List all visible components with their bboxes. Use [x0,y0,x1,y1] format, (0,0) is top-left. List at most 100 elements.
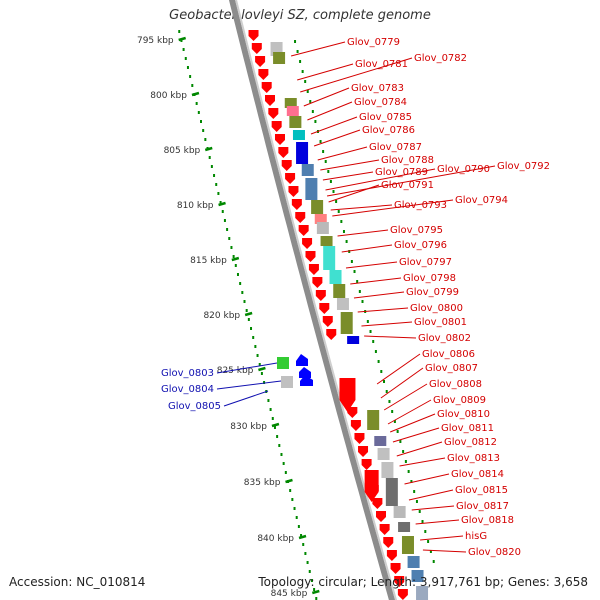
scale-dot [256,354,259,357]
forward-gene-arrow [350,420,361,431]
cog-category-block [333,284,346,298]
cog-category-block [286,106,299,116]
scale-tick [191,91,200,97]
scale-dot [217,192,220,195]
gene-label-leader [399,457,446,467]
cog-category-block [411,570,424,582]
scale-dot [226,228,229,231]
scale-dot [404,460,407,463]
forward-gene-arrow [383,537,394,548]
gene-label-leader [216,380,282,390]
accession-text: Accession: NC_010814 [9,575,146,589]
scale-dot [361,300,364,303]
cog-category-block [314,214,327,224]
gene-label-leader [303,87,350,107]
gene-label-leader [317,146,368,161]
reverse-gene-arrow [296,354,308,366]
gene-label-leader [396,441,443,457]
gene-label: Glov_0799 [406,287,459,298]
scale-dot [329,180,332,183]
scale-dot [258,363,261,366]
gene-label-leader [415,519,460,525]
gene-label: Glov_0794 [455,195,508,206]
scale-dot [369,330,372,333]
gene-label: Glov_0786 [362,125,415,136]
gene-label-leader [332,199,454,217]
scale-tick-label: 840 kbp [257,534,294,544]
backbone-line [228,0,396,600]
gene-label-leader [300,57,413,93]
forward-gene-arrow [261,82,272,93]
forward-gene-arrow [295,212,306,223]
scale-dot [309,100,312,103]
scale-dot [335,200,338,203]
gene-label: Glov_0807 [425,363,478,374]
gene-label: Glov_0798 [403,273,456,284]
gene-label-leader [411,505,455,511]
gene-label-leader [328,184,380,203]
forward-gene-arrow [274,134,285,145]
scale-tick [271,422,280,428]
scale-dot [353,270,356,273]
scale-dot [366,320,369,323]
scale-dot [348,250,351,253]
cog-category-block [374,436,387,446]
gene-label-leader [326,165,496,197]
scale-dot [202,129,205,132]
gene-label: Glov_0787 [369,142,422,153]
scale-dot [313,588,316,591]
gene-label-leader [325,168,436,191]
forward-gene-arrow [308,264,319,275]
scale-dot [189,75,192,78]
gene-label-leader [376,353,421,385]
gene-label: Glov_0812 [444,437,497,448]
scale-tick [285,478,293,484]
cog-category-block [367,410,380,430]
forward-gene-arrow [339,378,356,412]
scale-dot [250,327,253,330]
gene-label: hisG [465,531,487,542]
scale-dot [415,500,418,503]
cog-category-block [347,336,360,344]
cog-category-block [381,462,394,478]
scale-dot [223,219,226,222]
forward-gene-arrow [285,173,296,184]
gene-label: Glov_0820 [468,547,521,558]
scale-dot [304,80,307,83]
cog-category-block [296,142,309,164]
scale-dot [301,70,304,73]
scale-dot [191,84,194,87]
gene-label: Glov_0800 [410,303,463,314]
gene-label-leader [290,41,346,57]
scale-dot [314,120,317,123]
gene-label: Glov_0817 [456,501,509,512]
scale-dot [372,340,375,343]
scale-dot [337,210,340,213]
scale-dot [383,380,386,383]
cog-category-block [311,200,324,214]
scale-dot [228,237,231,240]
cog-category-block [336,298,349,310]
scale-tick-label: 820 kbp [203,311,240,321]
gene-label-leader [383,383,428,411]
forward-gene-arrow [379,524,390,535]
scale-dot [184,57,187,60]
gene-label: Glov_0782 [414,53,467,64]
gene-label-leader [387,399,432,425]
scale-dot [236,273,239,276]
forward-gene-arrow [361,459,372,470]
forward-gene-arrow [305,251,316,262]
scale-dot [342,230,345,233]
scale-dot [380,370,383,373]
cog-category-block [323,246,336,270]
forward-gene-arrow [258,69,269,80]
scale-dot [385,390,388,393]
gene-label: Glov_0785 [359,112,412,123]
scale-dot [322,150,325,153]
gene-label: Glov_0797 [399,257,452,268]
scale-dot [388,400,391,403]
cog-category-block [340,312,353,334]
gene-label: Glov_0809 [433,395,486,406]
gene-label: Glov_0793 [394,200,447,211]
